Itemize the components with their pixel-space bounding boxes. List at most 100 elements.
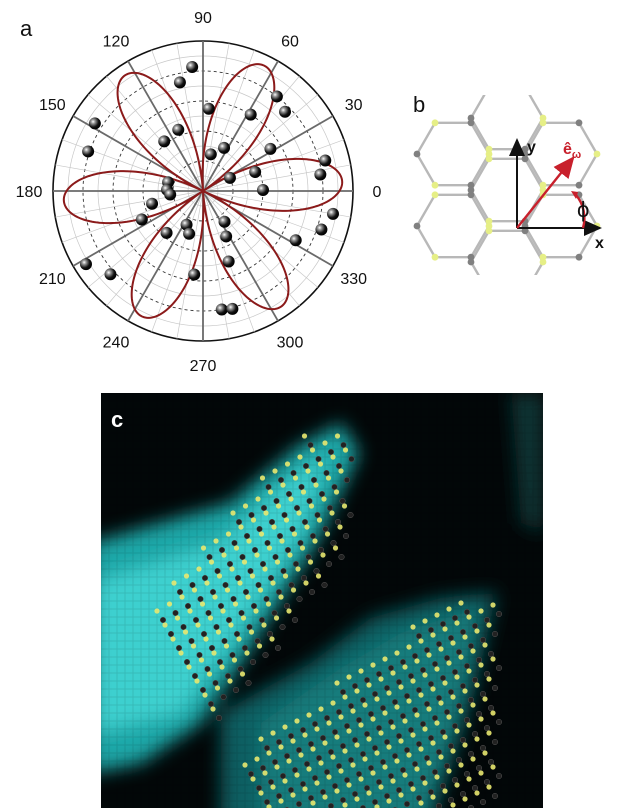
atom-site: [314, 726, 320, 732]
atom-site: [299, 545, 306, 551]
atom-site: [471, 676, 479, 684]
lattice-site: [467, 119, 475, 127]
atom-site: [442, 626, 448, 632]
atom-site: [317, 546, 325, 554]
lattice-site: [413, 222, 421, 230]
atom-site: [220, 693, 227, 701]
atom-site: [246, 538, 252, 544]
atom-site: [323, 768, 331, 776]
data-point: [289, 234, 302, 247]
angle-tick-label: 270: [190, 358, 217, 375]
atom-site: [255, 496, 261, 502]
atom-site: [247, 567, 254, 575]
atom-site: [315, 573, 322, 579]
atom-site: [322, 525, 329, 533]
atom-site: [338, 768, 344, 774]
data-point: [244, 108, 257, 121]
atom-site: [442, 788, 448, 794]
atom-site: [391, 698, 399, 706]
atom-site: [407, 672, 415, 680]
atom-site: [454, 782, 460, 788]
lattice-site: [485, 222, 493, 230]
atom-site: [332, 545, 339, 551]
atom-site: [447, 634, 455, 642]
lattice-bond: [577, 153, 599, 186]
atom-site: [343, 722, 351, 730]
atom-site: [331, 483, 338, 491]
atom-site: [414, 658, 420, 664]
atom-site: [265, 601, 272, 607]
atom-site: [467, 804, 475, 808]
atom-site: [227, 678, 233, 684]
atom-site: [340, 441, 347, 449]
atom-site: [471, 730, 479, 738]
atom-site: [304, 524, 310, 530]
atom-site: [467, 696, 475, 704]
atom-site: [455, 648, 463, 656]
atom-site: [490, 710, 496, 716]
atom-site: [266, 545, 273, 551]
atom-site: [459, 736, 467, 744]
atom-site: [351, 790, 359, 798]
atom-site: [297, 454, 303, 460]
atom-site: [394, 704, 400, 710]
atom-site: [390, 778, 396, 784]
atom-site: [253, 608, 259, 614]
atom-site: [174, 615, 181, 621]
atom-site: [338, 714, 344, 720]
major-spoke: [127, 190, 204, 322]
atom-site: [427, 734, 435, 742]
angle-label: ϕ: [577, 197, 589, 222]
lattice-site: [485, 145, 493, 153]
atom-site: [419, 774, 427, 782]
atom-site: [402, 718, 408, 724]
atom-site: [282, 573, 289, 579]
atom-site: [170, 636, 176, 642]
atom-site: [327, 748, 335, 756]
atom-site: [450, 748, 456, 754]
atom-site: [290, 792, 296, 798]
atom-site: [406, 644, 412, 650]
atom-site: [334, 680, 340, 686]
angle-tick-label: 300: [277, 335, 304, 352]
atom-site: [439, 674, 447, 682]
lattice-bond: [415, 225, 437, 258]
atom-site: [347, 511, 354, 519]
polar-plot: 0 30 60 90 120 150 180 210 240 270 300 330: [16, 10, 382, 375]
lattice-bonds: [415, 95, 599, 275]
atom-site: [210, 706, 216, 712]
atom-site: [208, 559, 215, 565]
atom-site: [320, 552, 326, 558]
atom-site: [446, 660, 452, 666]
atom-site: [267, 778, 275, 786]
atom-site: [375, 670, 383, 678]
atom-site: [471, 622, 479, 630]
atom-site: [297, 539, 304, 547]
atom-site: [238, 524, 244, 530]
atom-site: [256, 525, 263, 533]
atom-site: [359, 696, 367, 704]
atom-site: [406, 752, 412, 758]
atom-site: [463, 662, 471, 670]
atom-site: [399, 712, 407, 720]
atom-site: [183, 573, 190, 579]
atom-site: [338, 553, 345, 561]
atom-site: [315, 754, 323, 762]
atom-site: [447, 796, 455, 804]
lattice-bond: [469, 95, 486, 119]
data-point: [314, 168, 327, 181]
atom-site: [239, 671, 246, 677]
data-point: [326, 207, 339, 220]
atom-site: [395, 678, 403, 686]
atom-site: [200, 545, 207, 551]
atom-site: [451, 776, 459, 784]
atom-site: [371, 744, 379, 752]
lattice-site: [485, 227, 493, 235]
atom-site: [310, 800, 316, 806]
atom-site: [348, 455, 355, 463]
lattice-site: [431, 181, 439, 189]
atom-site: [223, 643, 230, 649]
atom-site: [230, 595, 237, 603]
atom-site: [258, 531, 265, 537]
atom-site: [203, 636, 209, 642]
